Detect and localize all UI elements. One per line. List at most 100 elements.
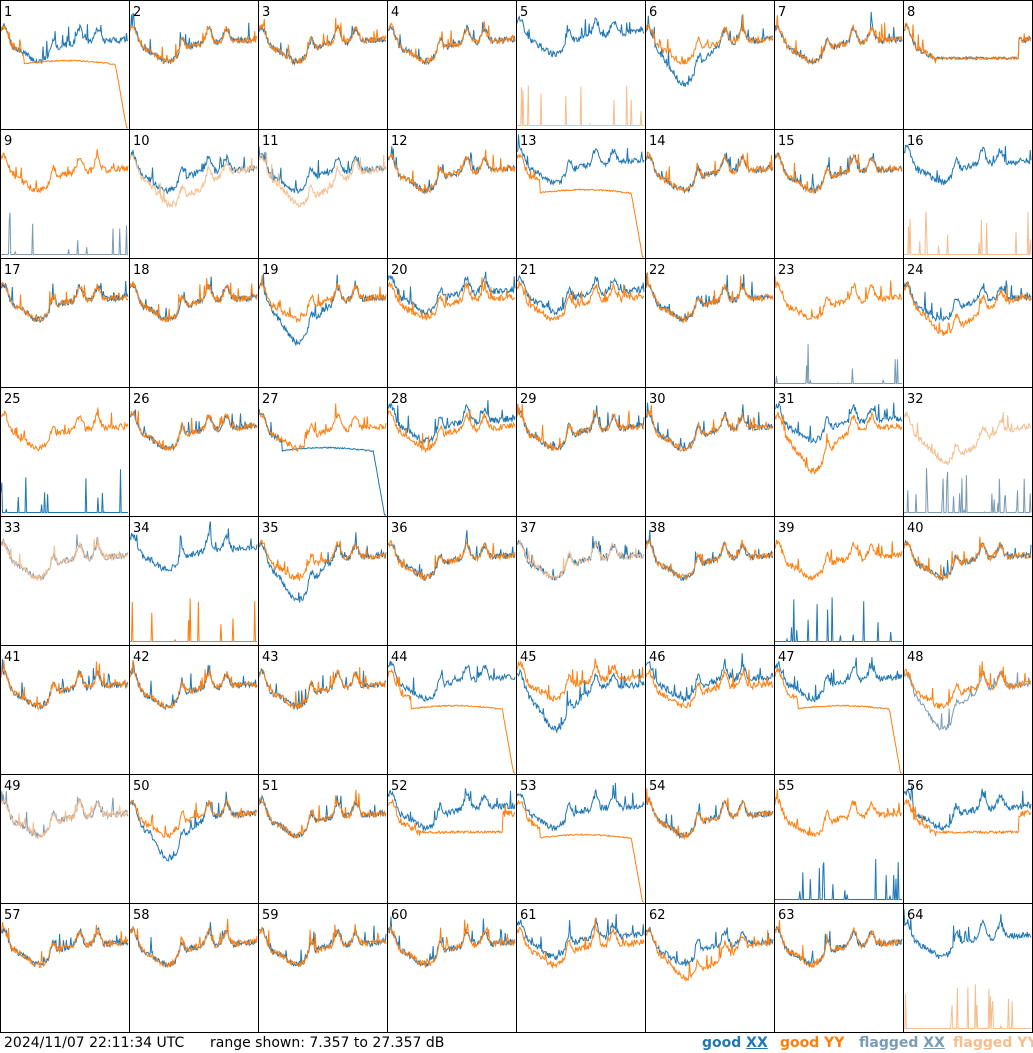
yy-spectrum-line (645, 151, 774, 193)
antenna-panel: 30 (645, 387, 775, 517)
yy-spectrum-line (0, 281, 129, 323)
xx-spectrum-line (387, 916, 516, 967)
legend-good-yy: good YY (780, 1035, 844, 1051)
panel-label: 55 (778, 779, 795, 794)
panel-label: 20 (391, 263, 408, 278)
antenna-panel: 17 (0, 258, 130, 388)
panel-label: 57 (4, 908, 21, 923)
yy-spectrum-line (387, 919, 516, 968)
yy-spectrum-line (774, 539, 903, 581)
antenna-panel: 63 (774, 903, 904, 1033)
panel-label: 59 (262, 908, 279, 923)
antenna-panel: 28 (387, 387, 517, 517)
antenna-panel: 54 (645, 774, 775, 904)
xx-spectrum-line (129, 791, 258, 862)
antenna-panel: 31 (774, 387, 904, 517)
yy-spectrum-line (645, 14, 774, 65)
yy-spectrum-line (774, 275, 903, 321)
xx-spectrum-line (387, 530, 516, 582)
yy-spectrum-line (774, 667, 902, 774)
xx-spectrum-line (387, 660, 516, 702)
antenna-panel: 53 (516, 774, 646, 904)
yy-spectrum-line (387, 408, 516, 454)
antenna-panel: 23 (774, 258, 904, 388)
antenna-panel: 46 (645, 645, 775, 775)
antenna-panel: 19 (258, 258, 388, 388)
panel-label: 15 (778, 134, 795, 149)
yy-spectrum-line (129, 153, 258, 209)
yy-spectrum-line (387, 21, 516, 66)
antenna-panel: 48 (903, 645, 1033, 775)
xx-spectrum-line (0, 926, 129, 967)
panel-label: 28 (391, 392, 408, 407)
yy-spectrum-line (903, 22, 1032, 65)
panel-label: 45 (520, 650, 537, 665)
panel-frame (258, 0, 388, 130)
timestamp: 2024/11/07 22:11:34 UTC (4, 1035, 185, 1051)
yy-spectrum-line (516, 658, 645, 704)
yy-spectrum-line (516, 403, 645, 452)
panel-label: 41 (4, 650, 21, 665)
legend-word: flagged (859, 1035, 924, 1051)
panel-label: 23 (778, 263, 795, 278)
antenna-panel: 41 (0, 645, 130, 775)
panel-label: 49 (4, 779, 21, 794)
antenna-panel: 59 (258, 903, 388, 1033)
xx-spectrum-line (775, 597, 902, 642)
xx-spectrum-line (516, 668, 645, 734)
panel-label: 53 (520, 779, 537, 794)
legend-pol: YY (1017, 1035, 1033, 1051)
antenna-panel: 47 (774, 645, 904, 775)
panel-frame (0, 0, 130, 130)
xx-spectrum-line (645, 796, 774, 840)
panel-label: 50 (133, 779, 150, 794)
yy-spectrum-line (645, 788, 774, 841)
panel-label: 3 (262, 5, 270, 20)
panel-label: 5 (520, 5, 528, 20)
yy-spectrum-line (774, 789, 903, 837)
yy-spectrum-line (645, 539, 774, 581)
yy-spectrum-line (645, 927, 774, 983)
yy-spectrum-line (903, 281, 1032, 337)
panel-label: 52 (391, 779, 408, 794)
xx-spectrum-line (903, 785, 1032, 832)
xx-spectrum-line (645, 926, 774, 967)
panel-label: 37 (520, 521, 537, 536)
yy-spectrum-line (258, 17, 387, 65)
yy-spectrum-line (516, 918, 645, 970)
xx-spectrum-line (516, 15, 645, 58)
antenna-panel: 1 (0, 0, 130, 130)
xx-spectrum-line (903, 280, 1032, 322)
legend-word: good (780, 1035, 825, 1051)
yy-spectrum-line (0, 538, 129, 582)
xx-spectrum-line (1, 212, 128, 255)
yy-spectrum-line (387, 277, 516, 322)
yy-spectrum-line (258, 152, 387, 209)
yy-spectrum-line (645, 272, 774, 324)
antenna-panel: 24 (903, 258, 1033, 388)
yy-spectrum-line (774, 920, 903, 968)
legend-word: flagged (953, 1035, 1018, 1051)
antenna-panel: 61 (516, 903, 646, 1033)
panel-label: 62 (649, 908, 666, 923)
panel-label: 16 (907, 134, 924, 149)
yy-spectrum-line (903, 798, 1032, 837)
panel-label: 61 (520, 908, 537, 923)
antenna-panel: 26 (129, 387, 259, 517)
yy-spectrum-line (129, 277, 258, 323)
yy-spectrum-line (904, 984, 1031, 1029)
panel-label: 30 (649, 392, 666, 407)
panel-label: 24 (907, 263, 924, 278)
panel-frame (129, 0, 259, 130)
xx-spectrum-line (903, 144, 1032, 186)
legend-pol: YY (824, 1035, 845, 1051)
antenna-panel: 60 (387, 903, 517, 1033)
antenna-panel: 13 (516, 129, 646, 259)
yy-spectrum-line (0, 660, 129, 710)
xx-spectrum-line (387, 788, 516, 832)
antenna-panel: 21 (516, 258, 646, 388)
xx-spectrum-line (387, 146, 516, 195)
panel-label: 35 (262, 521, 279, 536)
panel-label: 12 (391, 134, 408, 149)
